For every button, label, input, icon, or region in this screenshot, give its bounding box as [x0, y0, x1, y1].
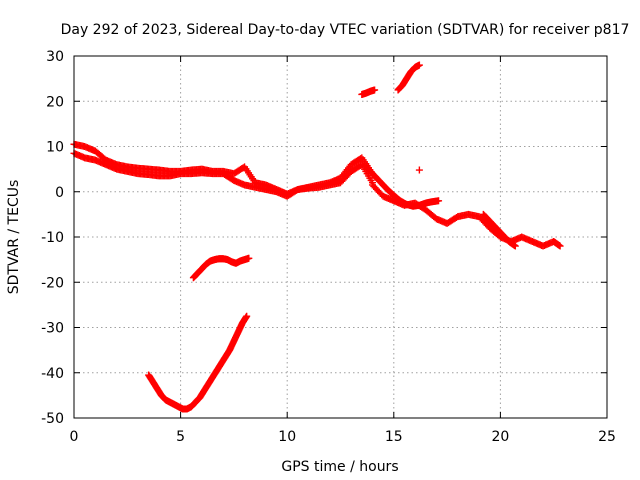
x-tick-label: 10 — [278, 429, 296, 445]
series-short-dash — [358, 86, 379, 98]
series-late-branch — [479, 210, 519, 250]
series-mid-arc — [189, 254, 253, 282]
x-tick-label: 15 — [385, 429, 403, 445]
y-tick-label: 10 — [46, 140, 64, 156]
series-rising-arc — [394, 61, 423, 94]
y-tick-label: -30 — [41, 321, 64, 337]
series-isolated-point — [415, 166, 423, 174]
plot-frame — [73, 55, 608, 419]
x-tick-label: 0 — [70, 429, 79, 445]
series-main-band-b — [70, 149, 376, 200]
y-axis-label: SDTVAR / TECUs — [6, 180, 22, 295]
data-point — [243, 312, 251, 320]
y-tick-label: -40 — [41, 366, 64, 382]
axis-ticks: 0 5 10 15 20 25 -50 -40 -30 -20 -10 0 10 20 30 — [41, 49, 616, 445]
y-tick-label: -10 — [41, 230, 64, 246]
data-point — [415, 61, 423, 69]
x-tick-label: 25 — [598, 429, 616, 445]
x-tick-label: 20 — [491, 429, 509, 445]
data-point — [245, 254, 253, 262]
y-tick-label: 0 — [55, 185, 64, 201]
x-tick-label: 5 — [176, 429, 185, 445]
data-point — [415, 166, 423, 174]
y-tick-label: -20 — [41, 275, 64, 291]
series-deep-trough — [145, 312, 251, 413]
chart-title: Day 292 of 2023, Sidereal Day-to-day VTE… — [61, 22, 630, 38]
x-axis-label: GPS time / hours — [281, 459, 398, 475]
data-point — [511, 242, 519, 250]
data-point — [556, 242, 564, 250]
y-tick-label: 20 — [46, 94, 64, 110]
data-point — [435, 197, 443, 205]
y-tick-label: -50 — [41, 411, 64, 427]
series-evening-spur — [364, 165, 443, 210]
data-points — [70, 61, 564, 413]
data-point — [371, 86, 379, 94]
y-tick-label: 30 — [46, 49, 64, 65]
